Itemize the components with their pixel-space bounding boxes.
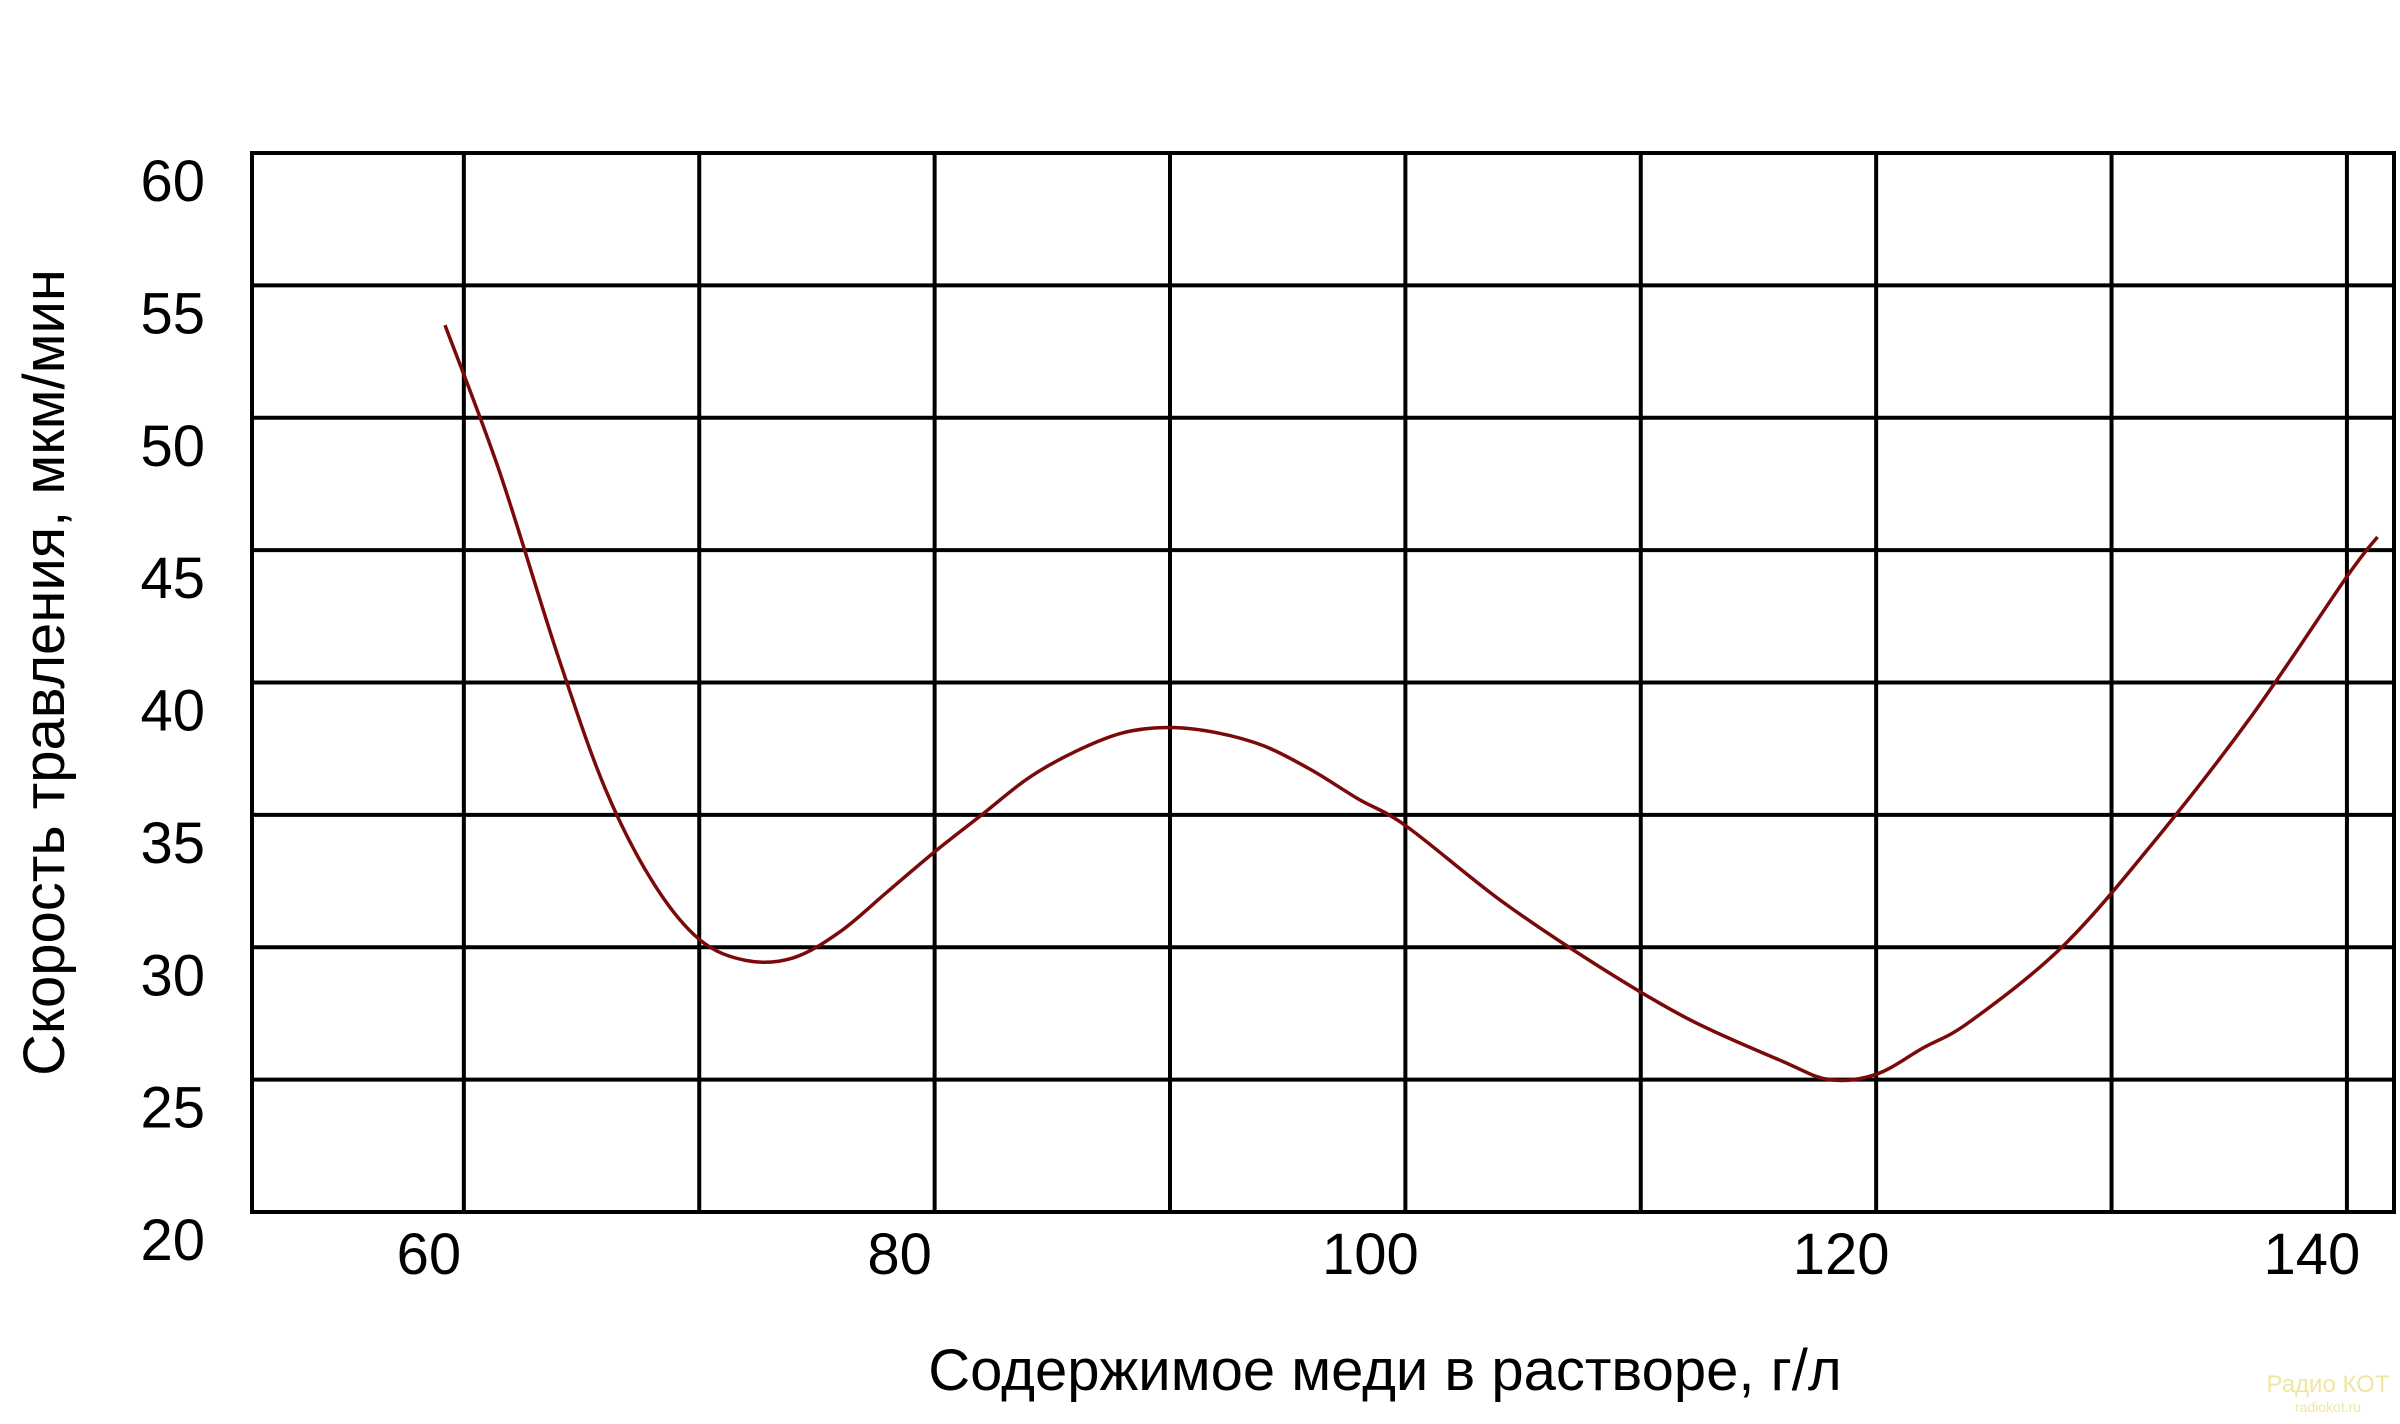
y-tick-labels: 20 25 30 35 40 45 50 55 60 <box>140 149 205 1273</box>
y-tick-label: 60 <box>140 149 205 214</box>
x-axis-label: Содержимое меди в растворе, г/л <box>928 1338 1841 1403</box>
series-line <box>443 324 2379 1083</box>
x-tick-label: 60 <box>397 1222 462 1287</box>
y-tick-label: 35 <box>140 811 205 876</box>
y-axis-label: Скорость травления, мкм/мин <box>12 269 77 1076</box>
y-tick-label: 30 <box>140 943 205 1008</box>
x-tick-label: 80 <box>867 1222 932 1287</box>
y-tick-label: 45 <box>140 546 205 611</box>
x-gridlines <box>461 153 2349 1212</box>
y-tick-label: 40 <box>140 679 205 744</box>
y-tick-label: 55 <box>140 281 205 346</box>
y-tick-label: 50 <box>140 414 205 479</box>
watermark-logo-text: Радио КОТ <box>2266 1371 2389 1398</box>
y-tick-label: 25 <box>140 1076 205 1141</box>
y-gridlines <box>252 283 2394 1082</box>
watermark-site-text: radiokot.ru <box>2295 1399 2361 1415</box>
x-tick-label: 100 <box>1322 1222 1419 1287</box>
x-tick-labels: 60 80 100 120 140 <box>397 1222 2361 1287</box>
x-tick-label: 140 <box>2264 1222 2361 1287</box>
x-tick-label: 120 <box>1793 1222 1890 1287</box>
plot-frame <box>250 151 2396 1214</box>
y-tick-label: 20 <box>140 1208 205 1273</box>
